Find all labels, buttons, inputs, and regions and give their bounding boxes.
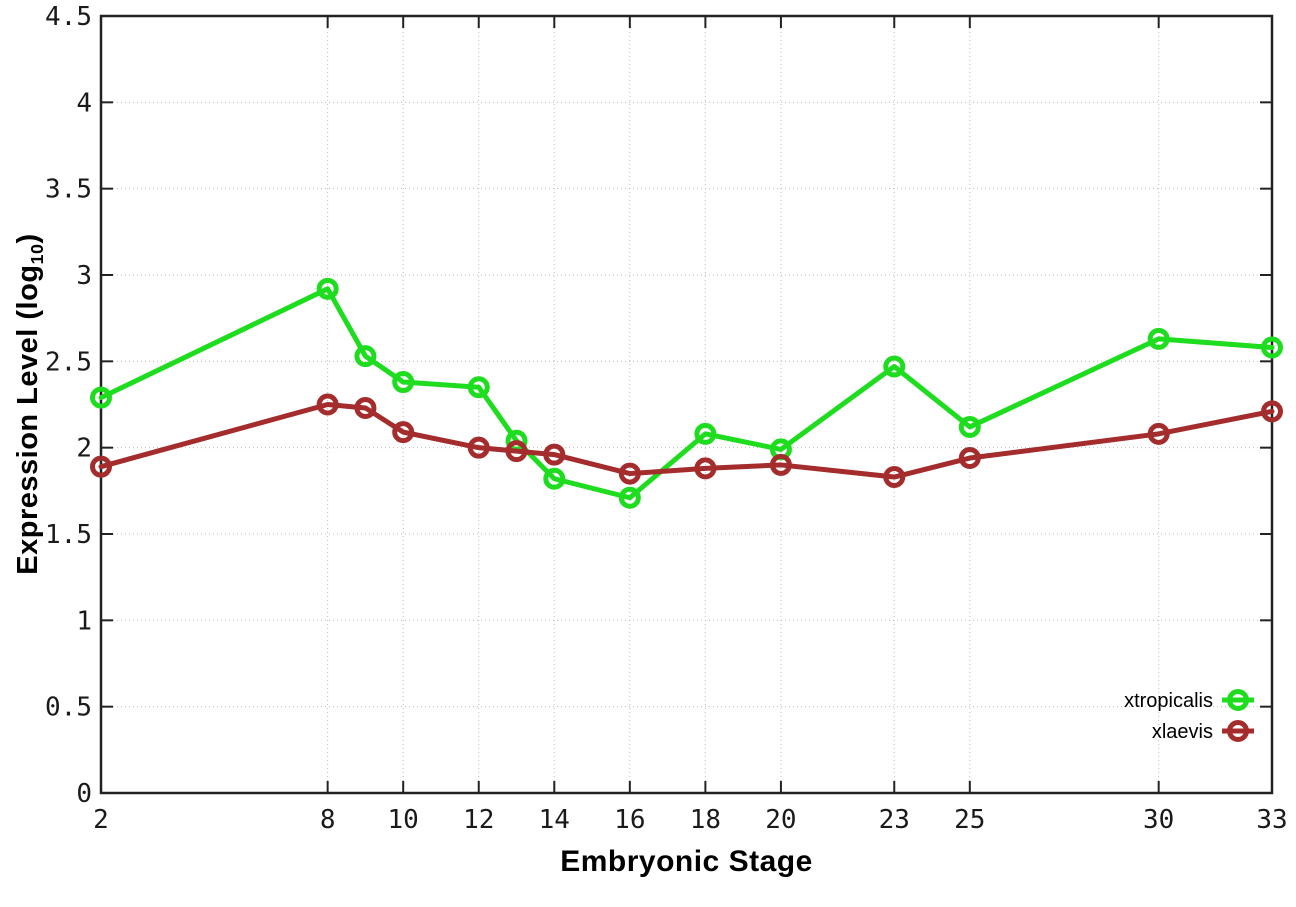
data-point-xlaevis (543, 443, 566, 466)
data-point-xlaevis (769, 453, 792, 476)
x-tick-label: 16 (614, 805, 645, 835)
y-tick-label: 2.5 (45, 347, 92, 377)
data-point-xlaevis (467, 436, 490, 459)
data-point-xlaevis (1147, 422, 1170, 445)
data-point-xtropicalis (694, 422, 717, 445)
data-point-xlaevis (958, 447, 981, 470)
data-point-xlaevis (316, 393, 339, 416)
x-tick-label: 10 (388, 805, 419, 835)
x-tick-label: 33 (1256, 805, 1287, 835)
data-point-xtropicalis (1261, 336, 1283, 359)
data-point-xlaevis (1261, 400, 1283, 423)
data-point-xtropicalis (467, 376, 490, 399)
data-point-xtropicalis (958, 415, 981, 438)
x-tick-label: 2 (93, 805, 109, 835)
data-point-xlaevis (392, 421, 415, 444)
data-point-xtropicalis (90, 386, 112, 409)
data-point-xtropicalis (883, 355, 906, 378)
data-point-xtropicalis (392, 371, 415, 394)
series-line-xtropicalis (98, 286, 1275, 501)
y-tick-label: 0.5 (45, 693, 92, 723)
x-tick-label: 20 (765, 805, 796, 835)
y-axis-title-subscript: 10 (27, 243, 48, 265)
y-tick-label: 4.5 (45, 2, 92, 32)
y-tick-label: 2 (76, 434, 92, 464)
y-axis-title-close: ) (11, 233, 44, 244)
y-tick-label: 3.5 (45, 175, 92, 205)
legend-marker-icon-xlaevis (1227, 720, 1249, 742)
y-tick-label: 1 (76, 606, 92, 636)
data-point-xtropicalis (618, 486, 641, 509)
legend-label-xlaevis: xlaevis (1152, 721, 1213, 743)
y-axis-title: Expression Level (log10) (12, 233, 48, 574)
data-point-xlaevis (505, 440, 528, 463)
y-tick-label: 1.5 (45, 520, 92, 550)
data-point-xtropicalis (316, 277, 339, 300)
data-point-xlaevis (618, 462, 641, 485)
data-point-xlaevis (883, 466, 906, 489)
y-axis-title-text: Expression Level (log (11, 264, 44, 575)
x-tick-label: 23 (879, 805, 910, 835)
legend-label-xtropicalis: xtropicalis (1124, 690, 1213, 712)
data-point-xtropicalis (1147, 327, 1170, 350)
x-tick-label: 25 (954, 805, 985, 835)
data-point-xlaevis (354, 396, 377, 419)
data-point-xtropicalis (543, 467, 566, 490)
data-point-xtropicalis (354, 345, 377, 368)
legend-marker-icon-xtropicalis (1227, 689, 1249, 711)
data-point-xlaevis (694, 457, 717, 480)
y-tick-label: 0 (76, 779, 92, 809)
x-tick-label: 8 (320, 805, 336, 835)
x-tick-label: 18 (690, 805, 721, 835)
data-point-xlaevis (90, 455, 112, 478)
y-tick-label: 4 (76, 88, 92, 118)
series-line-xlaevis (98, 402, 1275, 480)
y-tick-label: 3 (76, 261, 92, 291)
plot-border (99, 14, 1274, 795)
x-tick-label: 14 (539, 805, 570, 835)
x-tick-label: 12 (463, 805, 494, 835)
x-tick-label: 30 (1143, 805, 1174, 835)
x-axis-title: Embryonic Stage (560, 845, 813, 878)
